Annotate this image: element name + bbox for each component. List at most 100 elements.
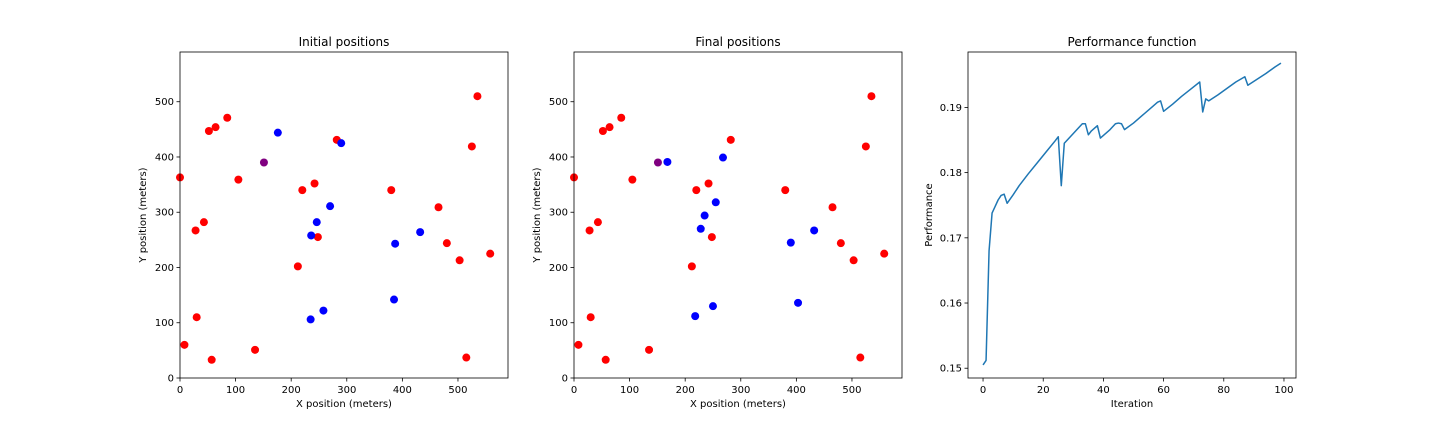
y-tick-label: 100 [155,318,174,329]
x-tick-label: 0 [177,385,183,396]
data-point-red [849,256,858,265]
data-point-red [180,340,189,349]
data-point-red [726,135,735,144]
data-point-red [191,226,200,235]
performance-line [982,62,1282,366]
data-point-blue [307,231,316,240]
chart-title: Final positions [695,35,780,49]
data-point-red [645,345,654,354]
data-point-red [467,142,476,151]
chart-panel-3: Performance function 0 20 40 60 80 100 0.15 0.16… [924,35,1297,410]
data-point-red [707,233,716,242]
data-point-blue [718,153,727,162]
data-point-red [455,256,464,265]
y-tick-label: 500 [155,97,174,108]
chart-title: Performance function [1068,35,1197,49]
x-tick-label: 100 [620,385,639,396]
x-tick-label: 300 [731,385,750,396]
chart-panel-2: Final positions 0 100 200 300 400 500 0 100 200 30… [532,35,903,410]
data-point-red [434,203,443,212]
data-point-red [204,127,213,136]
y-tick-label: 0 [562,374,568,385]
axes-frame [967,51,1297,379]
x-axis-label: X position (meters) [690,399,786,410]
x-tick-label: 500 [842,385,861,396]
x-axis-label: Iteration [1111,399,1153,410]
data-point-red [593,218,602,227]
data-point-blue [794,298,803,307]
y-tick-label: 300 [155,208,174,219]
data-point-blue [810,226,819,235]
data-point-red [585,226,594,235]
x-tick-label: 20 [1037,385,1050,396]
data-point-red [628,175,637,184]
data-point-red [298,186,307,195]
data-point-red [704,179,713,188]
x-tick-label: 0 [980,385,986,396]
y-tick-label: 0.19 [940,103,962,114]
data-point-red [486,249,495,258]
y-axis-label: Y position (meters) [532,167,543,263]
y-tick-label: 400 [549,152,568,163]
data-point-blue [390,295,399,304]
data-point-red [692,186,701,195]
data-point-red [605,123,614,132]
x-tick-label: 40 [1097,385,1110,396]
x-tick-label: 400 [787,385,806,396]
y-tick-label: 400 [155,152,174,163]
data-point-red [861,142,870,151]
data-point-red [836,239,845,248]
plot-area [982,62,1282,366]
data-point-red [781,186,790,195]
y-axis-label: Y position (meters) [138,167,149,263]
data-point-red [598,127,607,136]
data-point-purple [653,158,662,167]
y-tick-label: 500 [549,97,568,108]
data-point-red [586,313,595,322]
chart-title: Initial positions [299,35,390,49]
x-tick-label: 300 [337,385,356,396]
data-point-blue [337,139,346,148]
data-point-red [211,123,220,132]
data-point-red [880,249,889,258]
data-point-red [617,113,626,122]
data-point-blue [312,218,321,227]
y-tick-label: 0.18 [940,168,962,179]
data-point-red [601,355,610,364]
data-point-red [574,340,583,349]
data-point-blue [319,306,328,315]
data-point-red [867,92,876,101]
data-point-red [293,262,302,271]
data-point-red [473,92,482,101]
data-point-blue [273,128,282,137]
data-point-red [313,233,322,242]
data-point-purple [259,158,268,167]
data-point-red [207,355,216,364]
data-point-red [462,353,471,362]
data-point-blue [711,198,720,207]
y-tick-label: 0.16 [940,299,962,310]
data-point-blue [306,315,315,324]
data-point-blue [708,302,717,311]
chart-panel-1: Initial positions 0 100 200 300 400 500 0 100 200… [138,35,509,410]
x-tick-label: 100 [226,385,245,396]
y-tick-label: 0 [168,374,174,385]
x-tick-label: 0 [571,385,577,396]
y-tick-label: 200 [549,263,568,274]
data-point-red [223,113,232,122]
data-point-red [687,262,696,271]
y-tick-label: 0.17 [940,233,962,244]
plot-area [570,92,889,364]
data-point-red [234,175,243,184]
data-point-red [856,353,865,362]
data-point-blue [696,224,705,233]
x-tick-label: 100 [1274,385,1293,396]
data-point-blue [786,238,795,247]
y-tick-label: 0.15 [940,364,962,375]
data-point-blue [700,211,709,220]
x-tick-label: 500 [448,385,467,396]
x-tick-label: 400 [393,385,412,396]
data-point-red [251,345,260,354]
data-point-blue [416,228,425,237]
